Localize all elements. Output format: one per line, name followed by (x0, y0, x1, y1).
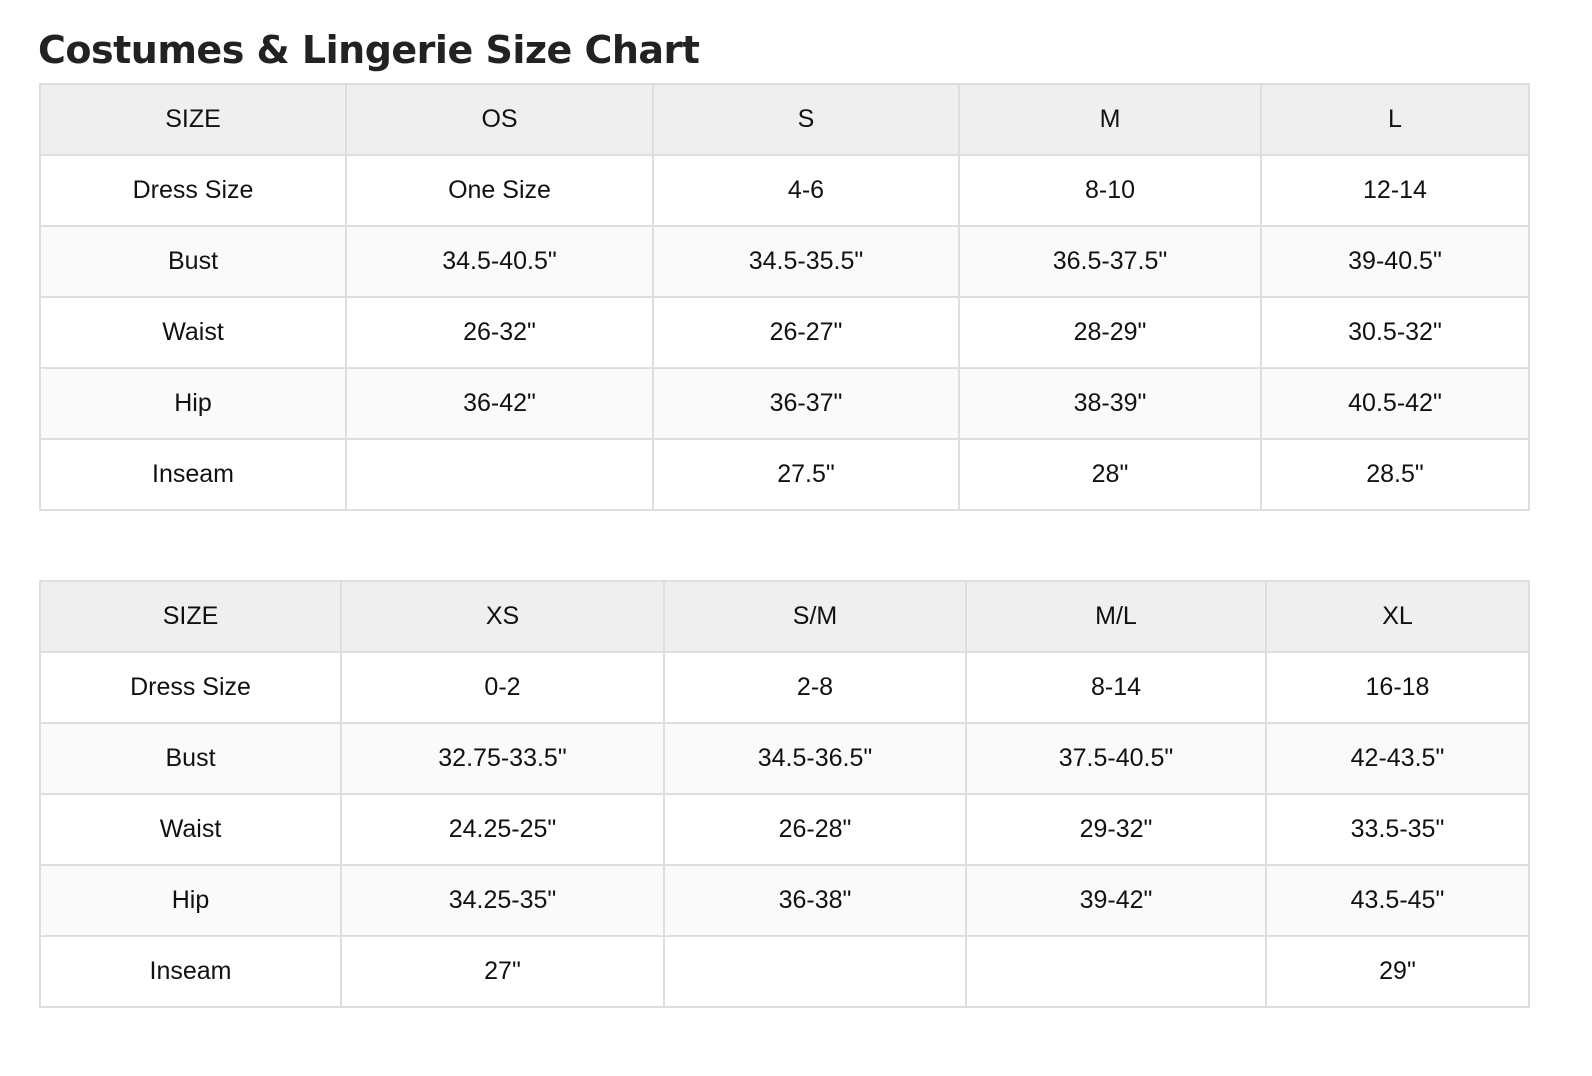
table-cell: 27.5" (652, 438, 960, 511)
table-row: Hip 34.25-35" 36-38" 39-42" 43.5-45" (39, 864, 1530, 937)
row-label-cell: Hip (39, 864, 342, 937)
size-chart-table-2: SIZE XS S/M M/L XL Dress Size 0-2 2-8 8-14 16-18 B… (39, 580, 1530, 1008)
table-cell: 34.25-35" (340, 864, 665, 937)
table-cell: 38-39" (958, 367, 1262, 440)
table-cell: 36.5-37.5" (958, 225, 1262, 298)
header-row: SIZE XS S/M M/L XL (39, 580, 1530, 653)
table-cell: 2-8 (663, 651, 967, 724)
table-cell: 30.5-32" (1260, 296, 1530, 369)
table-cell: 28" (958, 438, 1262, 511)
header-row: SIZE OS S M L (39, 83, 1530, 156)
header-cell-size: XL (1265, 580, 1530, 653)
table-cell (965, 935, 1267, 1008)
row-label-cell: Inseam (39, 935, 342, 1008)
table-row: Dress Size 0-2 2-8 8-14 16-18 (39, 651, 1530, 724)
header-cell-size: S (652, 83, 960, 156)
table-cell: 43.5-45" (1265, 864, 1530, 937)
table-cell: 12-14 (1260, 154, 1530, 227)
row-label-cell: Waist (39, 793, 342, 866)
table-cell: 39-42" (965, 864, 1267, 937)
table-cell: 37.5-40.5" (965, 722, 1267, 795)
table-cell: 34.5-40.5" (345, 225, 654, 298)
table-cell: 24.25-25" (340, 793, 665, 866)
table-cell: 36-38" (663, 864, 967, 937)
table-cell (345, 438, 654, 511)
table-cell: 40.5-42" (1260, 367, 1530, 440)
table-cell: 33.5-35" (1265, 793, 1530, 866)
header-cell-size: M (958, 83, 1262, 156)
table-row: Inseam 27" 29" (39, 935, 1530, 1008)
header-cell-size: S/M (663, 580, 967, 653)
size-chart-table-1: SIZE OS S M L Dress Size One Size 4-6 8-10 12-14 B… (39, 83, 1530, 511)
table-cell: 26-32" (345, 296, 654, 369)
table-cell: 34.5-35.5" (652, 225, 960, 298)
table-cell: 39-40.5" (1260, 225, 1530, 298)
page-title: Costumes & Lingerie Size Chart (38, 28, 700, 72)
table-cell: 4-6 (652, 154, 960, 227)
header-cell-size: OS (345, 83, 654, 156)
row-label-cell: Waist (39, 296, 347, 369)
table-row: Dress Size One Size 4-6 8-10 12-14 (39, 154, 1530, 227)
header-cell-size: M/L (965, 580, 1267, 653)
table-cell: 29-32" (965, 793, 1267, 866)
row-label-cell: Hip (39, 367, 347, 440)
table-cell: 28-29" (958, 296, 1262, 369)
table-row: Bust 32.75-33.5" 34.5-36.5" 37.5-40.5" 42-43… (39, 722, 1530, 795)
table-cell: 26-28" (663, 793, 967, 866)
table-cell: 8-10 (958, 154, 1262, 227)
table-row: Waist 24.25-25" 26-28" 29-32" 33.5-35" (39, 793, 1530, 866)
table-cell: 34.5-36.5" (663, 722, 967, 795)
row-label-cell: Dress Size (39, 154, 347, 227)
header-cell-label: SIZE (39, 83, 347, 156)
row-label-cell: Inseam (39, 438, 347, 511)
table-row: Inseam 27.5" 28" 28.5" (39, 438, 1530, 511)
table-cell: 8-14 (965, 651, 1267, 724)
table-cell: 0-2 (340, 651, 665, 724)
row-label-cell: Dress Size (39, 651, 342, 724)
header-cell-label: SIZE (39, 580, 342, 653)
table-cell: 42-43.5" (1265, 722, 1530, 795)
table-row: Bust 34.5-40.5" 34.5-35.5" 36.5-37.5" 39-40.… (39, 225, 1530, 298)
header-cell-size: XS (340, 580, 665, 653)
table-cell: 16-18 (1265, 651, 1530, 724)
table-cell: 27" (340, 935, 665, 1008)
row-label-cell: Bust (39, 225, 347, 298)
table-cell: 36-42" (345, 367, 654, 440)
table-row: Waist 26-32" 26-27" 28-29" 30.5-32" (39, 296, 1530, 369)
table-cell: 26-27" (652, 296, 960, 369)
table-cell: 36-37" (652, 367, 960, 440)
table-cell (663, 935, 967, 1008)
table-cell: One Size (345, 154, 654, 227)
table-cell: 29" (1265, 935, 1530, 1008)
table-cell: 32.75-33.5" (340, 722, 665, 795)
row-label-cell: Bust (39, 722, 342, 795)
table-row: Hip 36-42" 36-37" 38-39" 40.5-42" (39, 367, 1530, 440)
header-cell-size: L (1260, 83, 1530, 156)
table-cell: 28.5" (1260, 438, 1530, 511)
